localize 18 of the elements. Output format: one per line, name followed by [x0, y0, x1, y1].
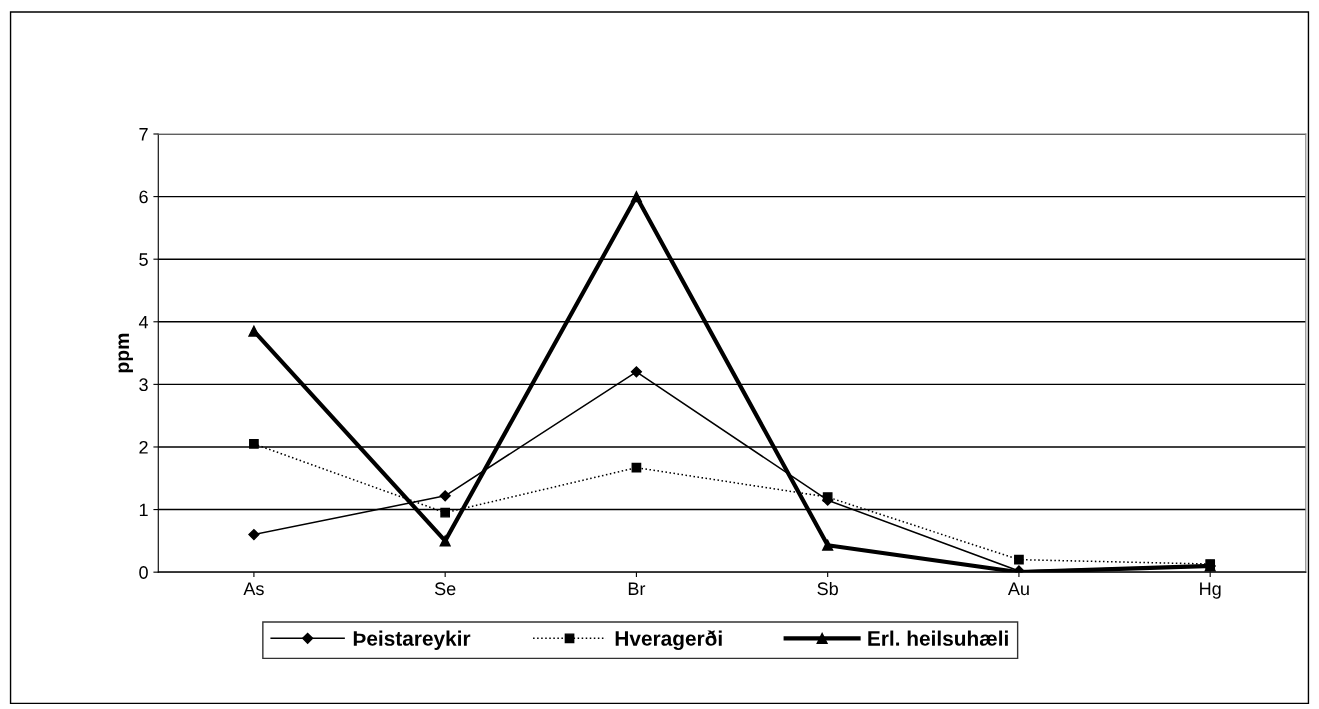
y-tick-label: 7 [139, 128, 148, 141]
y-tick-label: 3 [139, 378, 148, 392]
legend-label: Hveragerði [615, 630, 722, 651]
y-tick-label: 2 [139, 440, 148, 454]
x-tick-label: Hg [1200, 582, 1221, 599]
legend-label: Þeistareykir [353, 630, 471, 650]
y-tick-label: 6 [139, 190, 148, 204]
x-tick-label: Br [628, 582, 646, 595]
x-tick-label: Sb [817, 581, 838, 596]
y-tick-label: 1 [139, 503, 148, 517]
y-tick-label: 4 [138, 315, 149, 329]
y-tick-label: 0 [139, 566, 148, 579]
x-tick-label: As [243, 582, 264, 596]
y-tick-label: 5 [139, 253, 148, 266]
x-tick-label: Au [1007, 582, 1029, 596]
legend-label: Erl. heilsuhæli [868, 630, 1008, 646]
y-axis-title: ppm [118, 333, 133, 373]
x-tick-label: Se [434, 582, 456, 596]
